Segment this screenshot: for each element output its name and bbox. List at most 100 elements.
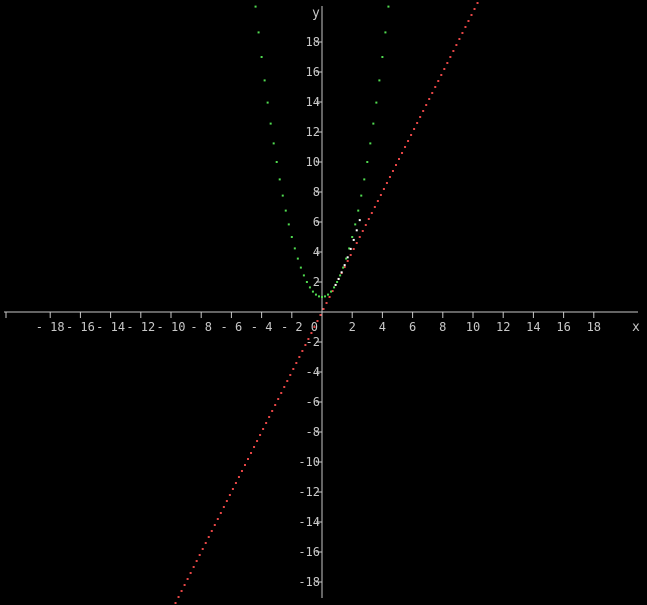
- series-0: [174, 2, 479, 604]
- x-tick-label: - 8: [190, 320, 212, 334]
- data-point: [195, 560, 198, 562]
- data-point: [345, 257, 348, 260]
- data-point: [473, 8, 476, 10]
- data-point: [293, 247, 296, 250]
- data-point: [308, 286, 311, 289]
- data-point: [189, 572, 192, 574]
- data-point: [464, 26, 467, 28]
- x-tick-label: 18: [587, 320, 601, 334]
- x-tick-label: 4: [379, 320, 386, 334]
- data-point: [262, 428, 265, 430]
- y-tick-label: 8: [313, 185, 320, 199]
- data-point: [260, 56, 263, 58]
- data-point: [348, 247, 351, 250]
- data-point: [254, 5, 257, 8]
- data-point: [458, 38, 461, 40]
- data-point: [201, 548, 204, 550]
- data-point: [314, 293, 317, 296]
- data-point: [317, 295, 320, 298]
- data-point: [476, 2, 479, 4]
- data-point: [431, 92, 434, 94]
- y-tick-label: -16: [298, 545, 320, 559]
- data-point: [452, 50, 455, 52]
- data-point: [311, 290, 314, 293]
- data-point: [346, 256, 349, 259]
- data-point: [361, 230, 364, 232]
- series-layer: [174, 2, 479, 604]
- y-tick-label: -12: [298, 485, 320, 499]
- y-tick-label: 4: [313, 245, 320, 259]
- x-axis-label: x: [632, 320, 640, 335]
- data-point: [327, 293, 330, 296]
- y-tick-label: 6: [313, 215, 320, 229]
- data-point: [375, 101, 378, 104]
- data-point: [370, 212, 373, 214]
- data-point: [376, 200, 379, 202]
- x-tick-label: - 2: [281, 320, 303, 334]
- x-tick-label: 10: [466, 320, 480, 334]
- data-point: [304, 344, 307, 346]
- data-point: [253, 446, 256, 448]
- y-tick-label: -18: [298, 575, 320, 589]
- data-point: [410, 134, 413, 136]
- data-point: [180, 590, 183, 592]
- x-tick-label: - 10: [157, 320, 186, 334]
- x-tick-label: 2: [349, 320, 356, 334]
- data-point: [407, 140, 410, 142]
- data-point: [216, 518, 219, 520]
- data-point: [437, 80, 440, 82]
- data-point: [269, 122, 272, 125]
- data-point: [378, 79, 381, 82]
- data-point: [222, 506, 225, 508]
- series-1: [254, 5, 390, 298]
- data-point: [352, 248, 355, 250]
- data-point: [266, 101, 269, 104]
- x-tick-label: - 16: [66, 320, 95, 334]
- data-point: [333, 286, 336, 289]
- data-point: [240, 470, 243, 472]
- data-point: [369, 142, 372, 145]
- x-tick-label: - 4: [251, 320, 273, 334]
- data-point: [419, 116, 422, 118]
- data-point: [354, 223, 357, 226]
- data-point: [366, 161, 369, 163]
- data-point: [382, 188, 385, 190]
- data-point: [387, 5, 390, 8]
- x-tick-label: 8: [439, 320, 446, 334]
- data-point: [321, 296, 323, 298]
- data-point: [259, 434, 262, 436]
- data-point: [278, 178, 281, 181]
- data-point: [422, 110, 425, 112]
- y-tick-label: -4: [306, 365, 320, 379]
- data-point: [292, 368, 295, 370]
- data-point: [339, 274, 342, 277]
- data-point: [250, 452, 253, 454]
- data-point: [349, 254, 352, 256]
- data-point: [324, 295, 327, 298]
- data-point: [301, 350, 304, 352]
- data-point: [295, 362, 298, 364]
- data-point: [360, 194, 363, 197]
- data-point: [277, 398, 280, 400]
- data-point: [363, 178, 366, 181]
- data-point: [434, 86, 437, 88]
- data-point: [183, 584, 186, 586]
- data-point: [379, 194, 382, 196]
- x-tick-label: 14: [526, 320, 540, 334]
- data-point: [204, 542, 207, 544]
- data-point: [237, 476, 240, 478]
- data-point: [228, 494, 231, 496]
- y-tick-label: -10: [298, 455, 320, 469]
- data-point: [281, 194, 284, 197]
- x-tick-label: - 18: [36, 320, 65, 334]
- data-point: [343, 264, 346, 267]
- data-point: [440, 74, 443, 76]
- data-point: [198, 554, 201, 556]
- data-point: [343, 266, 346, 268]
- axes: - 18- 16- 14- 12- 10 - 8 - 6 - 4 - 2 2 4 6 8 10 12…: [4, 6, 640, 598]
- data-point: [394, 164, 397, 166]
- data-point: [357, 209, 360, 212]
- y-axis-label: y: [312, 6, 320, 21]
- data-point: [265, 422, 268, 424]
- data-point: [358, 219, 361, 222]
